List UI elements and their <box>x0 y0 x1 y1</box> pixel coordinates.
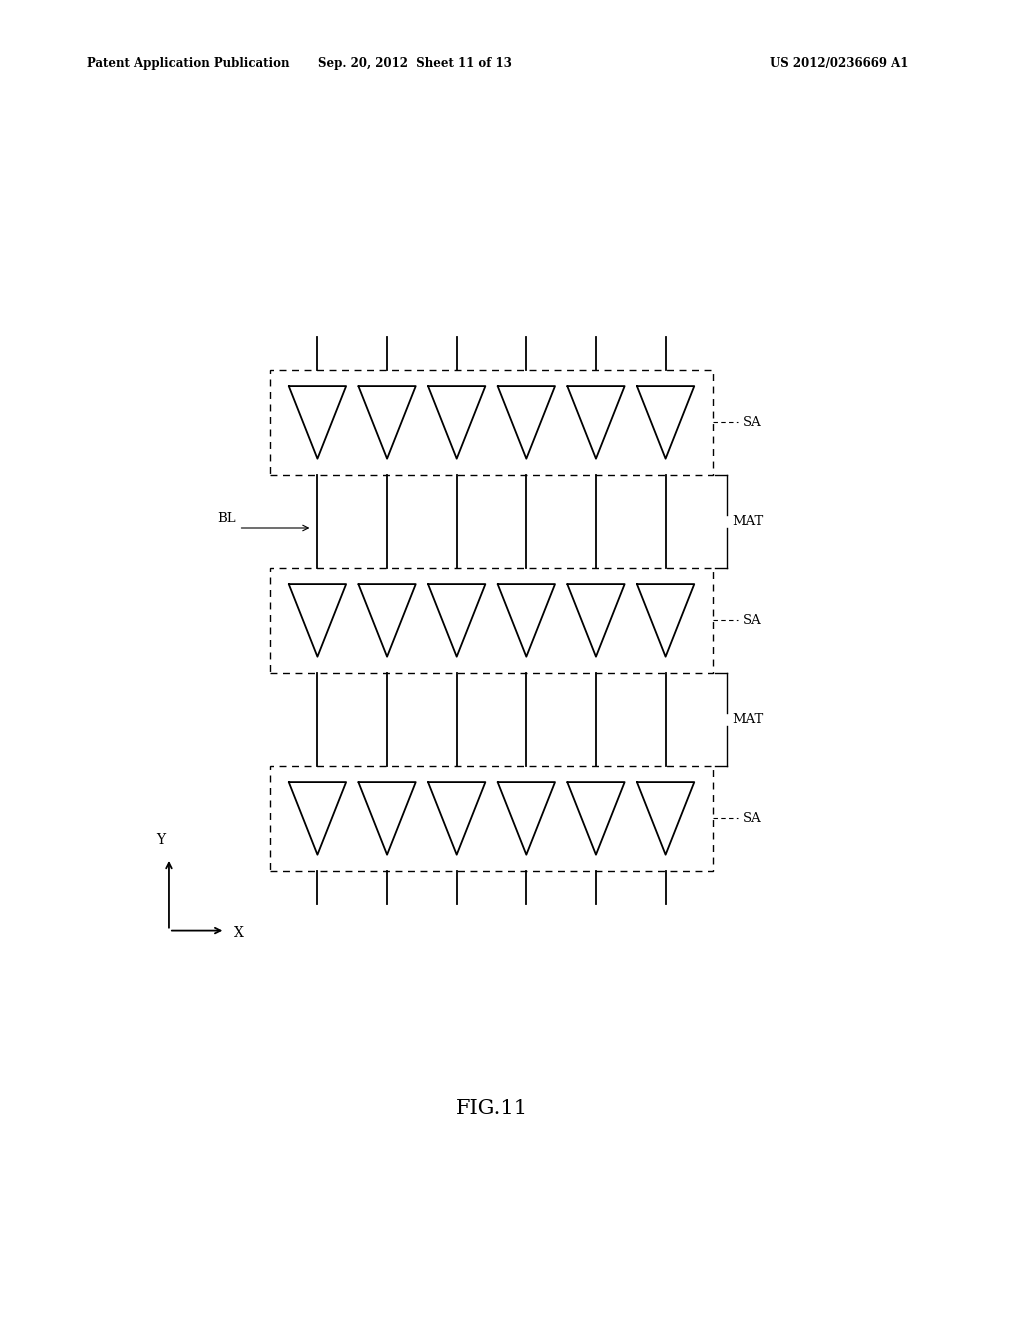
Text: Patent Application Publication: Patent Application Publication <box>87 57 290 70</box>
Text: FIG.11: FIG.11 <box>456 1100 527 1118</box>
Bar <box>270 766 713 871</box>
Text: Y: Y <box>157 833 165 847</box>
Text: MAT: MAT <box>732 713 764 726</box>
Text: SA: SA <box>742 812 761 825</box>
Bar <box>270 568 713 672</box>
Text: Sep. 20, 2012  Sheet 11 of 13: Sep. 20, 2012 Sheet 11 of 13 <box>317 57 512 70</box>
Text: X: X <box>233 927 244 940</box>
Text: SA: SA <box>742 416 761 429</box>
Text: SA: SA <box>742 614 761 627</box>
Text: US 2012/0236669 A1: US 2012/0236669 A1 <box>770 57 909 70</box>
Bar <box>270 370 713 474</box>
Text: BL: BL <box>217 512 236 525</box>
Text: MAT: MAT <box>732 515 764 528</box>
